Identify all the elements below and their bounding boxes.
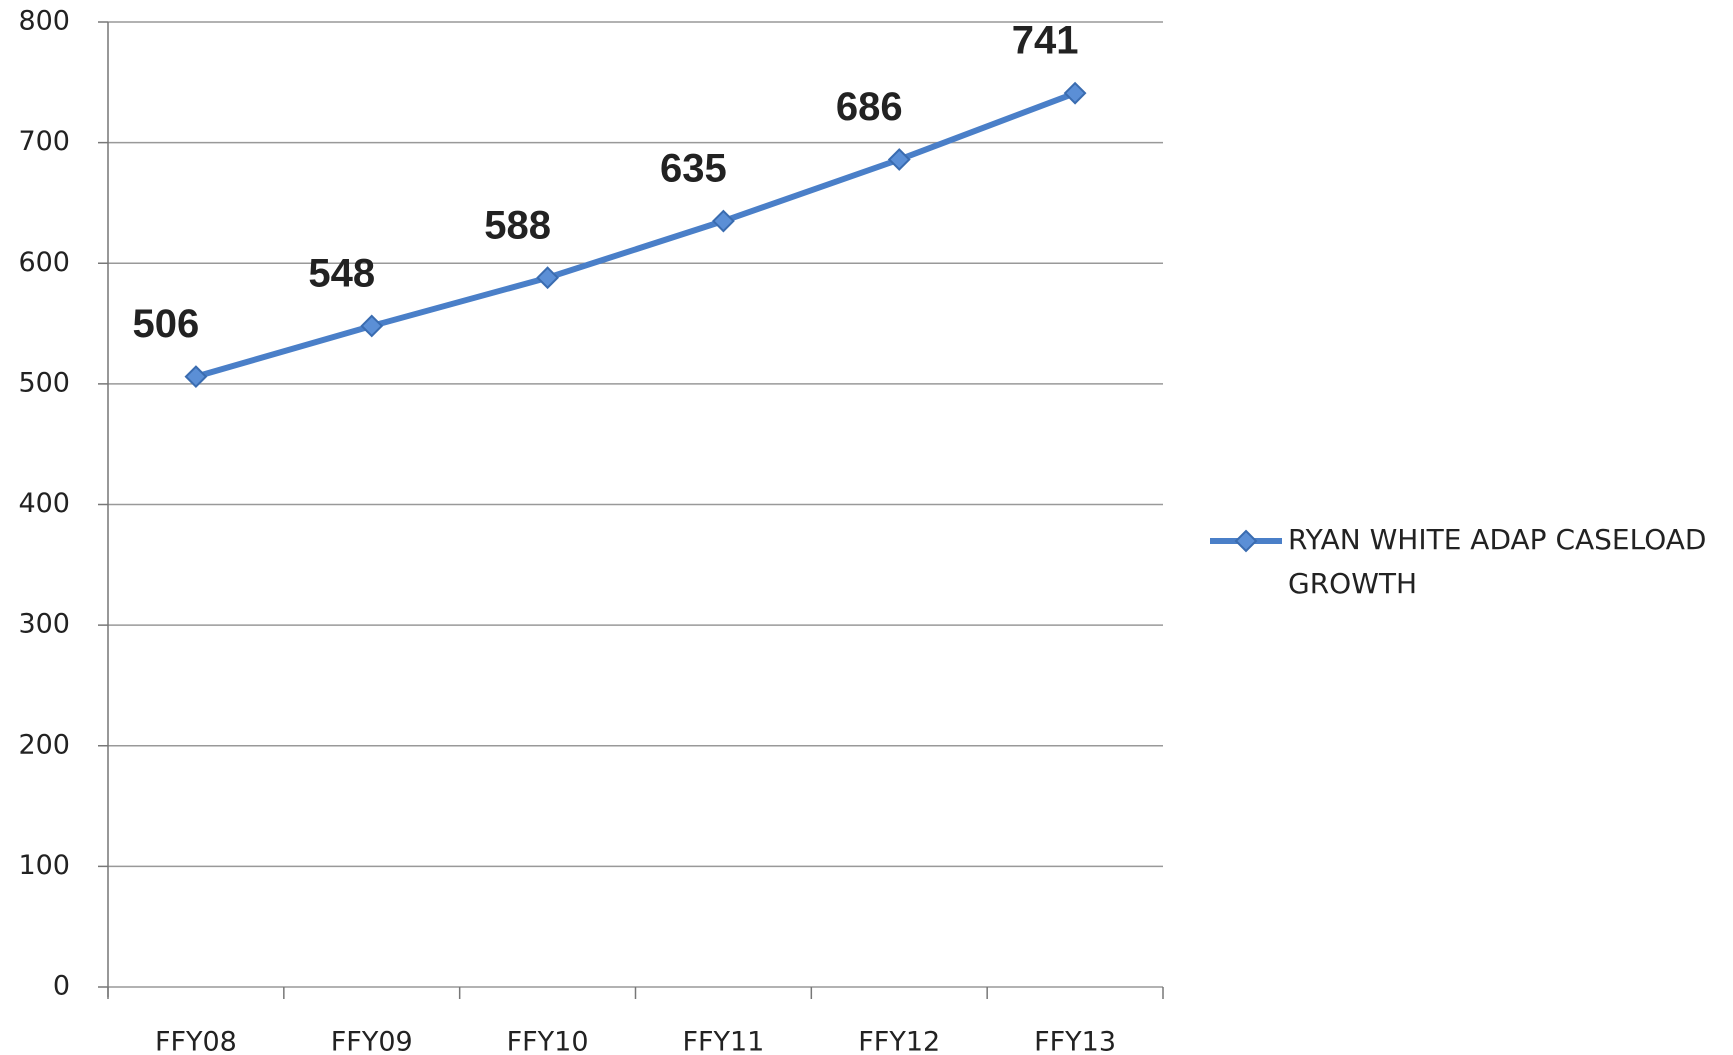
data-label: 588 [484,203,551,247]
y-tick-label: 600 [18,247,70,278]
x-tick-label: FFY12 [858,1027,940,1055]
point [536,266,559,290]
y-tick-label: 0 [53,971,70,1002]
data-label: 686 [836,85,903,129]
x-tick-label: FFY13 [1034,1027,1116,1055]
data-label: 506 [133,302,200,346]
y-tick-label: 800 [18,6,70,37]
y-tick-label: 500 [18,367,70,398]
y-tick-label: 300 [18,609,70,640]
x-tick-label: FFY10 [507,1027,589,1055]
series-line [195,90,1077,380]
y-tick-label: 200 [18,729,70,760]
x-tick-label: FFY11 [682,1027,764,1055]
point [360,314,384,338]
y-tick-label: 100 [18,850,70,881]
legend-label: RYAN WHITE ADAP CASELOAD GROWTH [1288,523,1707,600]
x-tick-label: FFY08 [155,1027,237,1055]
data-label: 741 [1012,19,1079,63]
legend-marker [1234,529,1258,553]
point [1063,81,1087,105]
y-tick-label: 400 [18,488,70,519]
point [184,365,208,389]
point [712,209,735,233]
data-label: 548 [308,252,375,296]
data-label: 635 [660,147,727,191]
x-tick-label: FFY09 [331,1027,413,1055]
y-tick-label: 700 [18,126,70,157]
point [887,148,911,171]
